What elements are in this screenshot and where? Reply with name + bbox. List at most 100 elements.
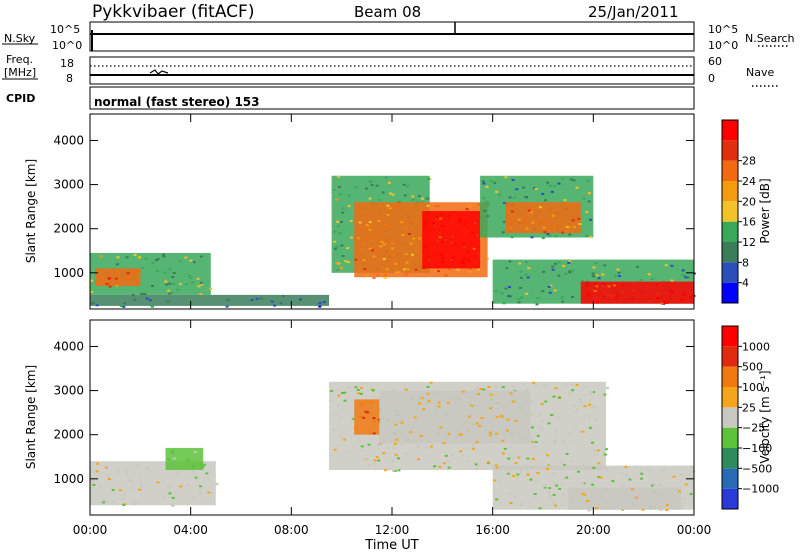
heatmap-cell [399, 433, 403, 436]
heatmap-cell [372, 389, 375, 392]
heatmap-cell [410, 426, 414, 429]
heatmap-cell [598, 492, 602, 495]
heatmap-cell [684, 483, 688, 486]
heatmap-cell [503, 202, 507, 204]
heatmap-region [580, 281, 694, 304]
heatmap-cell [184, 256, 188, 259]
heatmap-cell [526, 421, 530, 423]
heatmap-cell [186, 300, 190, 303]
heatmap-region [379, 390, 531, 444]
nsearch-tick-bottom: 10^0 [708, 39, 738, 52]
heatmap-cell [550, 190, 554, 193]
heatmap-cell [105, 501, 109, 504]
heatmap-cell [467, 259, 471, 262]
heatmap-cell [439, 253, 443, 256]
colorbar-segment [722, 181, 738, 202]
colorbar-tick-label: −25 [742, 422, 765, 435]
heatmap-cell [402, 268, 406, 271]
heatmap-cell [670, 264, 674, 267]
heatmap-cell [654, 502, 658, 504]
heatmap-cell [382, 243, 386, 246]
heatmap-cell [581, 430, 585, 433]
heatmap-cell [577, 217, 581, 220]
heatmap-cell [368, 247, 372, 250]
heatmap-cell [547, 422, 551, 425]
heatmap-cell [488, 431, 492, 434]
nave-tick-bottom: 0 [708, 72, 715, 85]
heatmap-cell [198, 463, 202, 466]
heatmap-cell [552, 185, 556, 188]
heatmap-cell [337, 403, 341, 406]
heatmap-cell [133, 269, 137, 272]
colorbar-frame [721, 325, 739, 510]
heatmap-cell [593, 497, 597, 500]
heatmap-cell [607, 489, 611, 492]
heatmap-cell [462, 405, 466, 408]
heatmap-cell [192, 261, 196, 264]
heatmap-cell [641, 508, 645, 511]
heatmap-cell [458, 218, 462, 221]
heatmap-cell [394, 428, 398, 431]
heatmap-cell [105, 282, 109, 285]
heatmap-cell [607, 285, 611, 288]
heatmap-cell [122, 305, 126, 308]
heatmap-cell [565, 452, 569, 455]
heatmap-cell [394, 453, 398, 456]
heatmap-cell [554, 235, 558, 238]
heatmap-cell [341, 207, 345, 210]
freq-panel-frame [89, 56, 695, 85]
heatmap-cell [471, 447, 475, 450]
heatmap-cell [514, 462, 518, 465]
heatmap-cell [477, 268, 481, 271]
heatmap-cell [548, 487, 552, 490]
heatmap-cell [332, 188, 336, 191]
heatmap-cell [595, 507, 599, 510]
heatmap-cell [107, 277, 111, 280]
heatmap-cell [349, 220, 353, 222]
heatmap-cell [682, 274, 686, 277]
heatmap-cell [651, 278, 654, 281]
heatmap-cell [339, 417, 343, 420]
heatmap-cell [531, 426, 534, 429]
heatmap-cell [451, 235, 455, 238]
heatmap-cell [660, 302, 664, 305]
heatmap-cell [209, 287, 213, 290]
heatmap-cell [577, 470, 580, 473]
heatmap-cell [198, 485, 202, 488]
heatmap-cell [366, 458, 370, 461]
heatmap-cell [335, 261, 339, 264]
heatmap-cell [362, 458, 366, 461]
heatmap-cell [383, 469, 387, 472]
heatmap-cell [617, 498, 621, 501]
heatmap-cell [562, 442, 566, 445]
heatmap-cell [165, 283, 169, 286]
heatmap-cell [494, 385, 498, 388]
heatmap-cell [416, 445, 420, 448]
heatmap-cell [593, 275, 597, 278]
heatmap-cell [395, 438, 399, 441]
heatmap-cell [568, 260, 572, 263]
heatmap-cell [446, 401, 450, 404]
heatmap-cell [95, 304, 99, 307]
heatmap-cell [529, 210, 533, 213]
heatmap-cell [367, 443, 371, 446]
heatmap-cell [589, 393, 593, 395]
heatmap-cell [358, 415, 362, 418]
heatmap-cell [437, 395, 440, 398]
heatmap-cell [389, 192, 393, 195]
heatmap-cell [115, 469, 119, 472]
heatmap-cell [364, 187, 368, 190]
heatmap-cell [593, 454, 597, 457]
heatmap-cell [347, 386, 351, 389]
heatmap-cell [510, 456, 514, 459]
heatmap-cell [680, 274, 684, 277]
heatmap-cell [536, 472, 540, 474]
heatmap-cell [439, 426, 443, 429]
heatmap-cell [565, 383, 569, 386]
heatmap-cell [544, 199, 548, 202]
heatmap-cell [168, 268, 172, 271]
heatmap-cell [578, 430, 582, 433]
ytick-label: 4000 [53, 133, 84, 147]
heatmap-cell [634, 466, 638, 469]
heatmap-cell [551, 268, 555, 271]
